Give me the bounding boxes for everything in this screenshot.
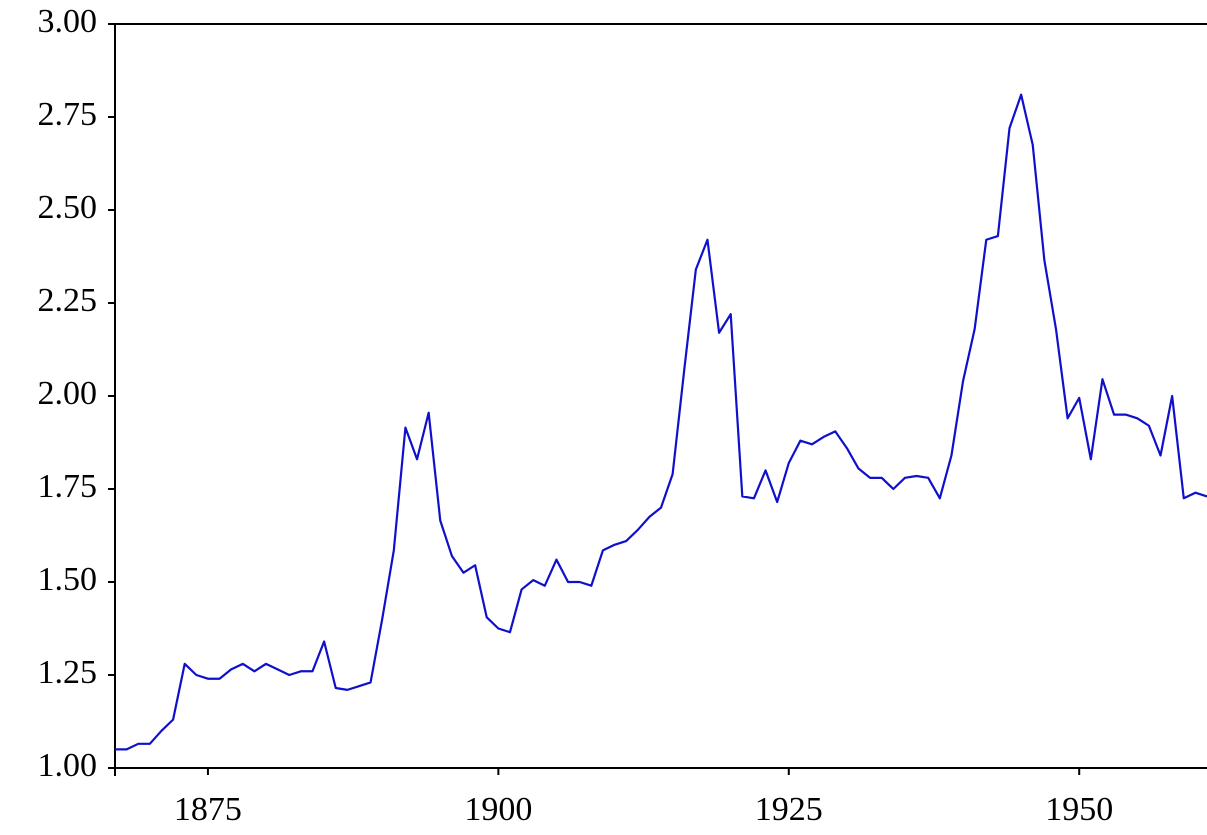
y-tick-label: 2.25 (38, 282, 98, 319)
x-tick-label: 1925 (755, 791, 823, 828)
y-tick-label: 1.50 (38, 561, 98, 598)
y-tick-label: 1.25 (38, 654, 98, 691)
y-tick-label: 2.50 (38, 189, 98, 226)
data-line (115, 93, 1207, 751)
x-tick-label: 1950 (1045, 791, 1113, 828)
y-tick-label: 1.00 (38, 747, 98, 784)
x-tick-label: 1875 (174, 791, 242, 828)
y-tick-label: 1.75 (38, 468, 98, 505)
x-tick-label: 1900 (464, 791, 532, 828)
y-tick-label: 2.00 (38, 375, 98, 412)
y-tick-label: 3.00 (38, 3, 98, 40)
y-tick-label: 2.75 (38, 96, 98, 133)
